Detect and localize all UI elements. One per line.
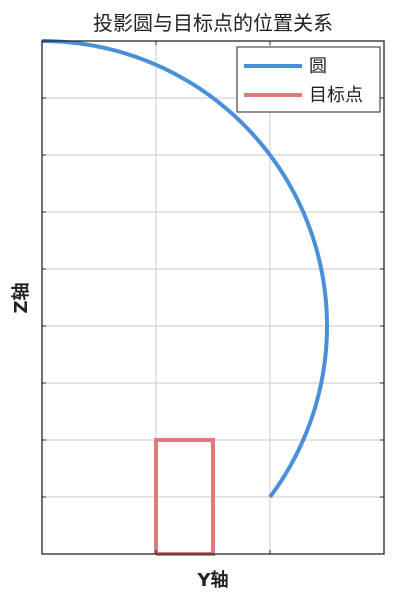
- legend-box: [236, 46, 381, 113]
- x-axis-label: Y轴: [196, 569, 228, 591]
- legend-label-circle: 圆: [309, 56, 327, 77]
- plot-frame: [41, 40, 385, 555]
- legend-label-target: 目标点: [309, 85, 363, 106]
- chart-title: 投影圆与目标点的位置关系: [93, 11, 333, 35]
- y-axis-label: Z轴: [10, 282, 32, 313]
- series-circle-line: [41, 39, 330, 499]
- tick-layer: [42, 41, 384, 554]
- legend: 圆 目标点: [236, 46, 381, 113]
